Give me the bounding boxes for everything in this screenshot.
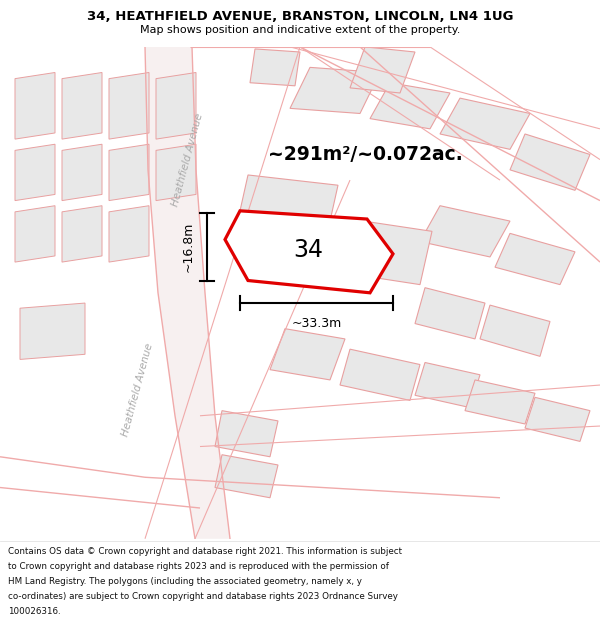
Text: 34, HEATHFIELD AVENUE, BRANSTON, LINCOLN, LN4 1UG: 34, HEATHFIELD AVENUE, BRANSTON, LINCOLN… — [87, 10, 513, 23]
Polygon shape — [62, 144, 102, 201]
Text: Heathfield Avenue: Heathfield Avenue — [121, 342, 155, 438]
Text: Contains OS data © Crown copyright and database right 2021. This information is : Contains OS data © Crown copyright and d… — [8, 548, 402, 556]
Text: 100026316.: 100026316. — [8, 607, 61, 616]
Polygon shape — [290, 68, 380, 114]
Polygon shape — [15, 72, 55, 139]
Polygon shape — [440, 98, 530, 149]
Polygon shape — [145, 47, 230, 539]
Text: ~291m²/~0.072ac.: ~291m²/~0.072ac. — [268, 145, 463, 164]
Polygon shape — [525, 398, 590, 441]
Polygon shape — [20, 303, 85, 359]
Polygon shape — [495, 233, 575, 284]
Text: co-ordinates) are subject to Crown copyright and database rights 2023 Ordnance S: co-ordinates) are subject to Crown copyr… — [8, 592, 398, 601]
Polygon shape — [215, 455, 278, 498]
Polygon shape — [340, 219, 432, 284]
Text: Heathfield Avenue: Heathfield Avenue — [171, 112, 205, 208]
Polygon shape — [465, 380, 535, 424]
Polygon shape — [250, 49, 300, 86]
Polygon shape — [510, 134, 590, 191]
Polygon shape — [156, 144, 196, 201]
Text: 34: 34 — [293, 238, 323, 262]
Polygon shape — [109, 206, 149, 262]
Polygon shape — [62, 206, 102, 262]
Text: to Crown copyright and database rights 2023 and is reproduced with the permissio: to Crown copyright and database rights 2… — [8, 562, 389, 571]
Polygon shape — [350, 47, 415, 93]
Polygon shape — [270, 329, 345, 380]
Polygon shape — [420, 206, 510, 257]
Polygon shape — [415, 288, 485, 339]
Text: HM Land Registry. The polygons (including the associated geometry, namely x, y: HM Land Registry. The polygons (includin… — [8, 577, 362, 586]
Polygon shape — [109, 72, 149, 139]
Polygon shape — [340, 349, 420, 401]
Polygon shape — [15, 206, 55, 262]
Polygon shape — [370, 82, 450, 129]
Text: Map shows position and indicative extent of the property.: Map shows position and indicative extent… — [140, 24, 460, 34]
Polygon shape — [109, 144, 149, 201]
Polygon shape — [480, 305, 550, 356]
Polygon shape — [240, 175, 338, 221]
Polygon shape — [215, 411, 278, 457]
Polygon shape — [156, 72, 196, 139]
Text: ~33.3m: ~33.3m — [292, 318, 341, 331]
Polygon shape — [62, 72, 102, 139]
Polygon shape — [225, 211, 393, 292]
Text: ~16.8m: ~16.8m — [182, 221, 195, 272]
Polygon shape — [415, 362, 480, 408]
Polygon shape — [15, 144, 55, 201]
